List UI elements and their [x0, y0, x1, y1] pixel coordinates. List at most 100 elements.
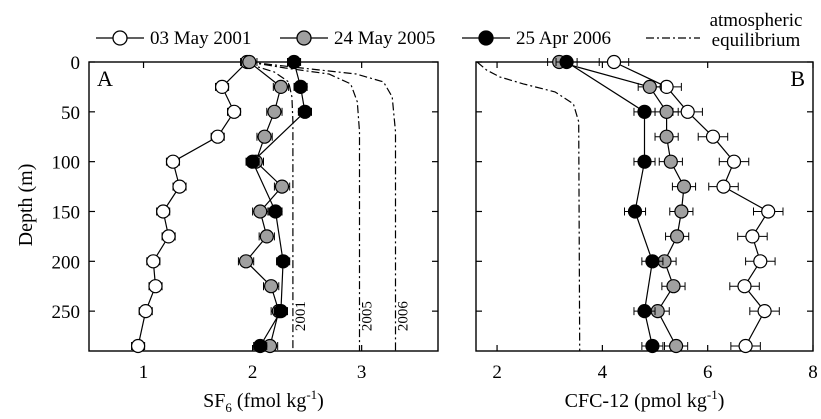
equilibrium-year-label-a: 2005 [360, 301, 376, 331]
data-point-s2006-b [637, 154, 652, 169]
equilibrium-curve-a [248, 61, 397, 351]
data-point-s2001-a [210, 129, 225, 144]
y-tick-label: 0 [71, 53, 81, 74]
data-point-s2005-a [264, 279, 279, 294]
data-point-s2001-b [659, 79, 674, 95]
x-tick-label-b: 2 [492, 362, 502, 383]
data-point-s2006-a [276, 254, 291, 269]
x-axis-label-b: CFC-12 (pmol kg-1) [565, 387, 725, 412]
legend-marker-s2001 [112, 30, 128, 46]
legend-label-equilibrium-2: equilibrium [712, 30, 801, 51]
data-point-s2005-a [267, 104, 282, 119]
data-point-s2005-a [259, 229, 274, 244]
data-point-s2001-b [757, 304, 772, 319]
plot-frame-b [475, 61, 814, 352]
data-point-s2005-a [274, 179, 290, 194]
series-line-s2005-a [245, 61, 283, 347]
data-point-s2006-a [286, 54, 302, 70]
data-point-s2001-a [165, 154, 181, 169]
data-point-s2006-b [559, 54, 574, 70]
data-point-s2006-a [253, 338, 268, 354]
data-point-s2005-a [238, 254, 254, 269]
data-point-s2006-b [637, 304, 652, 319]
data-point-s2001-b [680, 104, 695, 119]
legend-marker-s2005 [296, 30, 312, 46]
data-point-s2001-a [172, 179, 187, 194]
legend-marker-s2006 [478, 30, 494, 46]
data-point-s2005-b [659, 129, 674, 144]
data-point-s2006-b [637, 104, 652, 119]
x-axis-label-sup-a: -1 [306, 387, 317, 402]
legend-label-equilibrium-1: atmospheric [710, 10, 803, 31]
data-point-s2006-a [293, 79, 308, 95]
data-point-s2001-b [606, 54, 622, 70]
x-tick-label-a: 3 [357, 362, 367, 383]
series-line-s2001-b [613, 61, 770, 347]
data-point-s2006-a [268, 204, 283, 219]
data-point-s2006-b [627, 204, 643, 219]
x-axis-label-main-a: SF [203, 390, 225, 412]
data-point-s2001-b [745, 229, 760, 244]
data-point-s2001-a [148, 279, 163, 294]
equilibrium-year-label-a: 2001 [293, 301, 309, 331]
series-line-s2005-b [559, 61, 685, 347]
legend-label-s2001: 03 May 2001 [150, 28, 251, 49]
panel-a: 1 2 3 0 50 100 150 200 250 A SF6 (fmol kg-1) 2001 20… [52, 53, 439, 415]
x-tick-label-b: 8 [808, 362, 818, 383]
data-point-s2001-b [705, 129, 721, 144]
data-point-s2001-b [716, 179, 731, 194]
data-point-s2006-b [645, 338, 660, 354]
data-point-s2001-a [138, 304, 153, 319]
y-tick-label: 50 [61, 103, 80, 124]
data-point-s2001-b [738, 338, 753, 354]
data-point-s2001-a [161, 229, 176, 244]
x-axis-label-sub-a: 6 [225, 400, 232, 414]
data-point-s2006-a [245, 154, 260, 169]
y-tick-label: 150 [52, 202, 81, 223]
x-axis-label-close-b: ) [718, 390, 725, 412]
data-point-s2005-a [253, 204, 268, 219]
y-axis-label-text: Depth (m) [15, 164, 37, 247]
x-axis-label-unit-a: (fmol kg [232, 390, 306, 412]
data-point-s2005-a [257, 129, 272, 144]
data-point-s2005-b [659, 104, 674, 119]
data-point-s2006-b [645, 254, 660, 269]
data-point-s2005-a [242, 54, 257, 70]
equilibrium-year-label-a: 2006 [396, 301, 412, 332]
x-axis-label-sup-b: -1 [707, 387, 718, 402]
data-point-s2005-b [669, 229, 685, 244]
data-point-s2001-b [737, 279, 752, 294]
data-point-s2005-b [674, 204, 689, 219]
equilibrium-curve-a [248, 61, 361, 351]
x-axis-label-main-b: CFC-12 [565, 390, 629, 412]
equilibrium-curve-a [247, 61, 294, 351]
x-axis-label-close-a: ) [317, 390, 324, 412]
legend-label-s2006: 25 Apr 2006 [516, 28, 611, 49]
y-tick-label: 250 [52, 302, 81, 323]
data-point-s2006-a [297, 104, 312, 119]
data-point-s2005-b [668, 338, 684, 354]
data-point-s2001-a [156, 204, 171, 219]
x-axis-label-a: SF6 (fmol kg-1) [203, 387, 324, 414]
x-tick-label-a: 2 [248, 362, 258, 383]
series-line-s2001-a [137, 61, 248, 347]
legend: 03 May 2001 24 May 2005 25 Apr 2006 atmosph… [96, 10, 802, 51]
y-tick-label: 100 [52, 153, 81, 174]
data-point-s2005-a [273, 79, 288, 95]
panel-letter-a: A [97, 66, 113, 91]
y-axis-label: Depth (m) [15, 164, 37, 247]
equilibrium-curve-b [476, 61, 581, 352]
data-point-s2001-b [726, 154, 742, 169]
data-point-s2001-a [131, 338, 146, 354]
data-point-s2005-b [663, 154, 678, 169]
legend-label-s2005: 24 May 2005 [334, 28, 435, 49]
x-tick-label-b: 4 [598, 362, 608, 383]
y-tick-label: 200 [52, 252, 81, 273]
data-point-s2001-a [215, 79, 230, 95]
data-point-s2005-b [676, 179, 692, 194]
data-point-s2001-b [761, 204, 776, 219]
data-point-s2006-a [273, 304, 288, 319]
data-point-s2005-b [642, 79, 657, 95]
data-point-s2001-a [227, 104, 242, 119]
